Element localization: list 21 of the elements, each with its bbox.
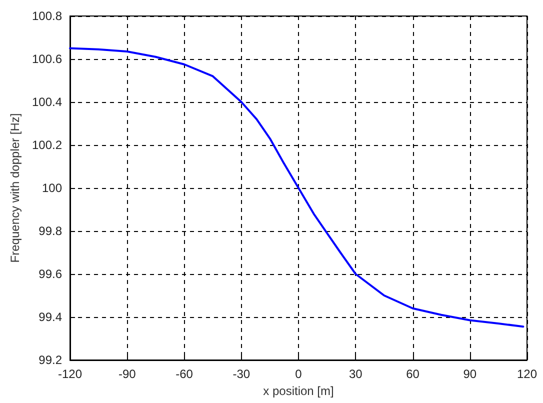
y-tick-label: 99.6 [38, 267, 62, 281]
x-tick-label: -30 [232, 367, 250, 381]
y-tick-label: 100.4 [32, 95, 62, 109]
line-series [69, 47, 524, 328]
y-tick-label: 100.8 [32, 9, 62, 23]
x-tick-label: 120 [516, 367, 538, 381]
x-tick-label: 60 [406, 367, 420, 381]
y-tick-label: 99.2 [38, 353, 62, 367]
y-tick-label: 99.4 [38, 310, 62, 324]
x-axis-title: x position [m] [263, 384, 334, 398]
x-tick-label: 30 [348, 367, 363, 381]
x-tick-label: -120 [58, 367, 82, 381]
y-axis-title: Frequency with doppler [Hz] [8, 113, 22, 263]
y-tick-label: 100 [42, 181, 62, 195]
x-tick-label: -60 [176, 367, 194, 381]
y-tick-label: 99.8 [38, 224, 62, 238]
x-tick-label: 90 [463, 367, 477, 381]
y-tick-label: 100.2 [32, 138, 62, 152]
y-tick-label: 100.6 [32, 52, 62, 66]
x-tick-label: -90 [118, 367, 136, 381]
x-tick-label: 0 [295, 367, 302, 381]
